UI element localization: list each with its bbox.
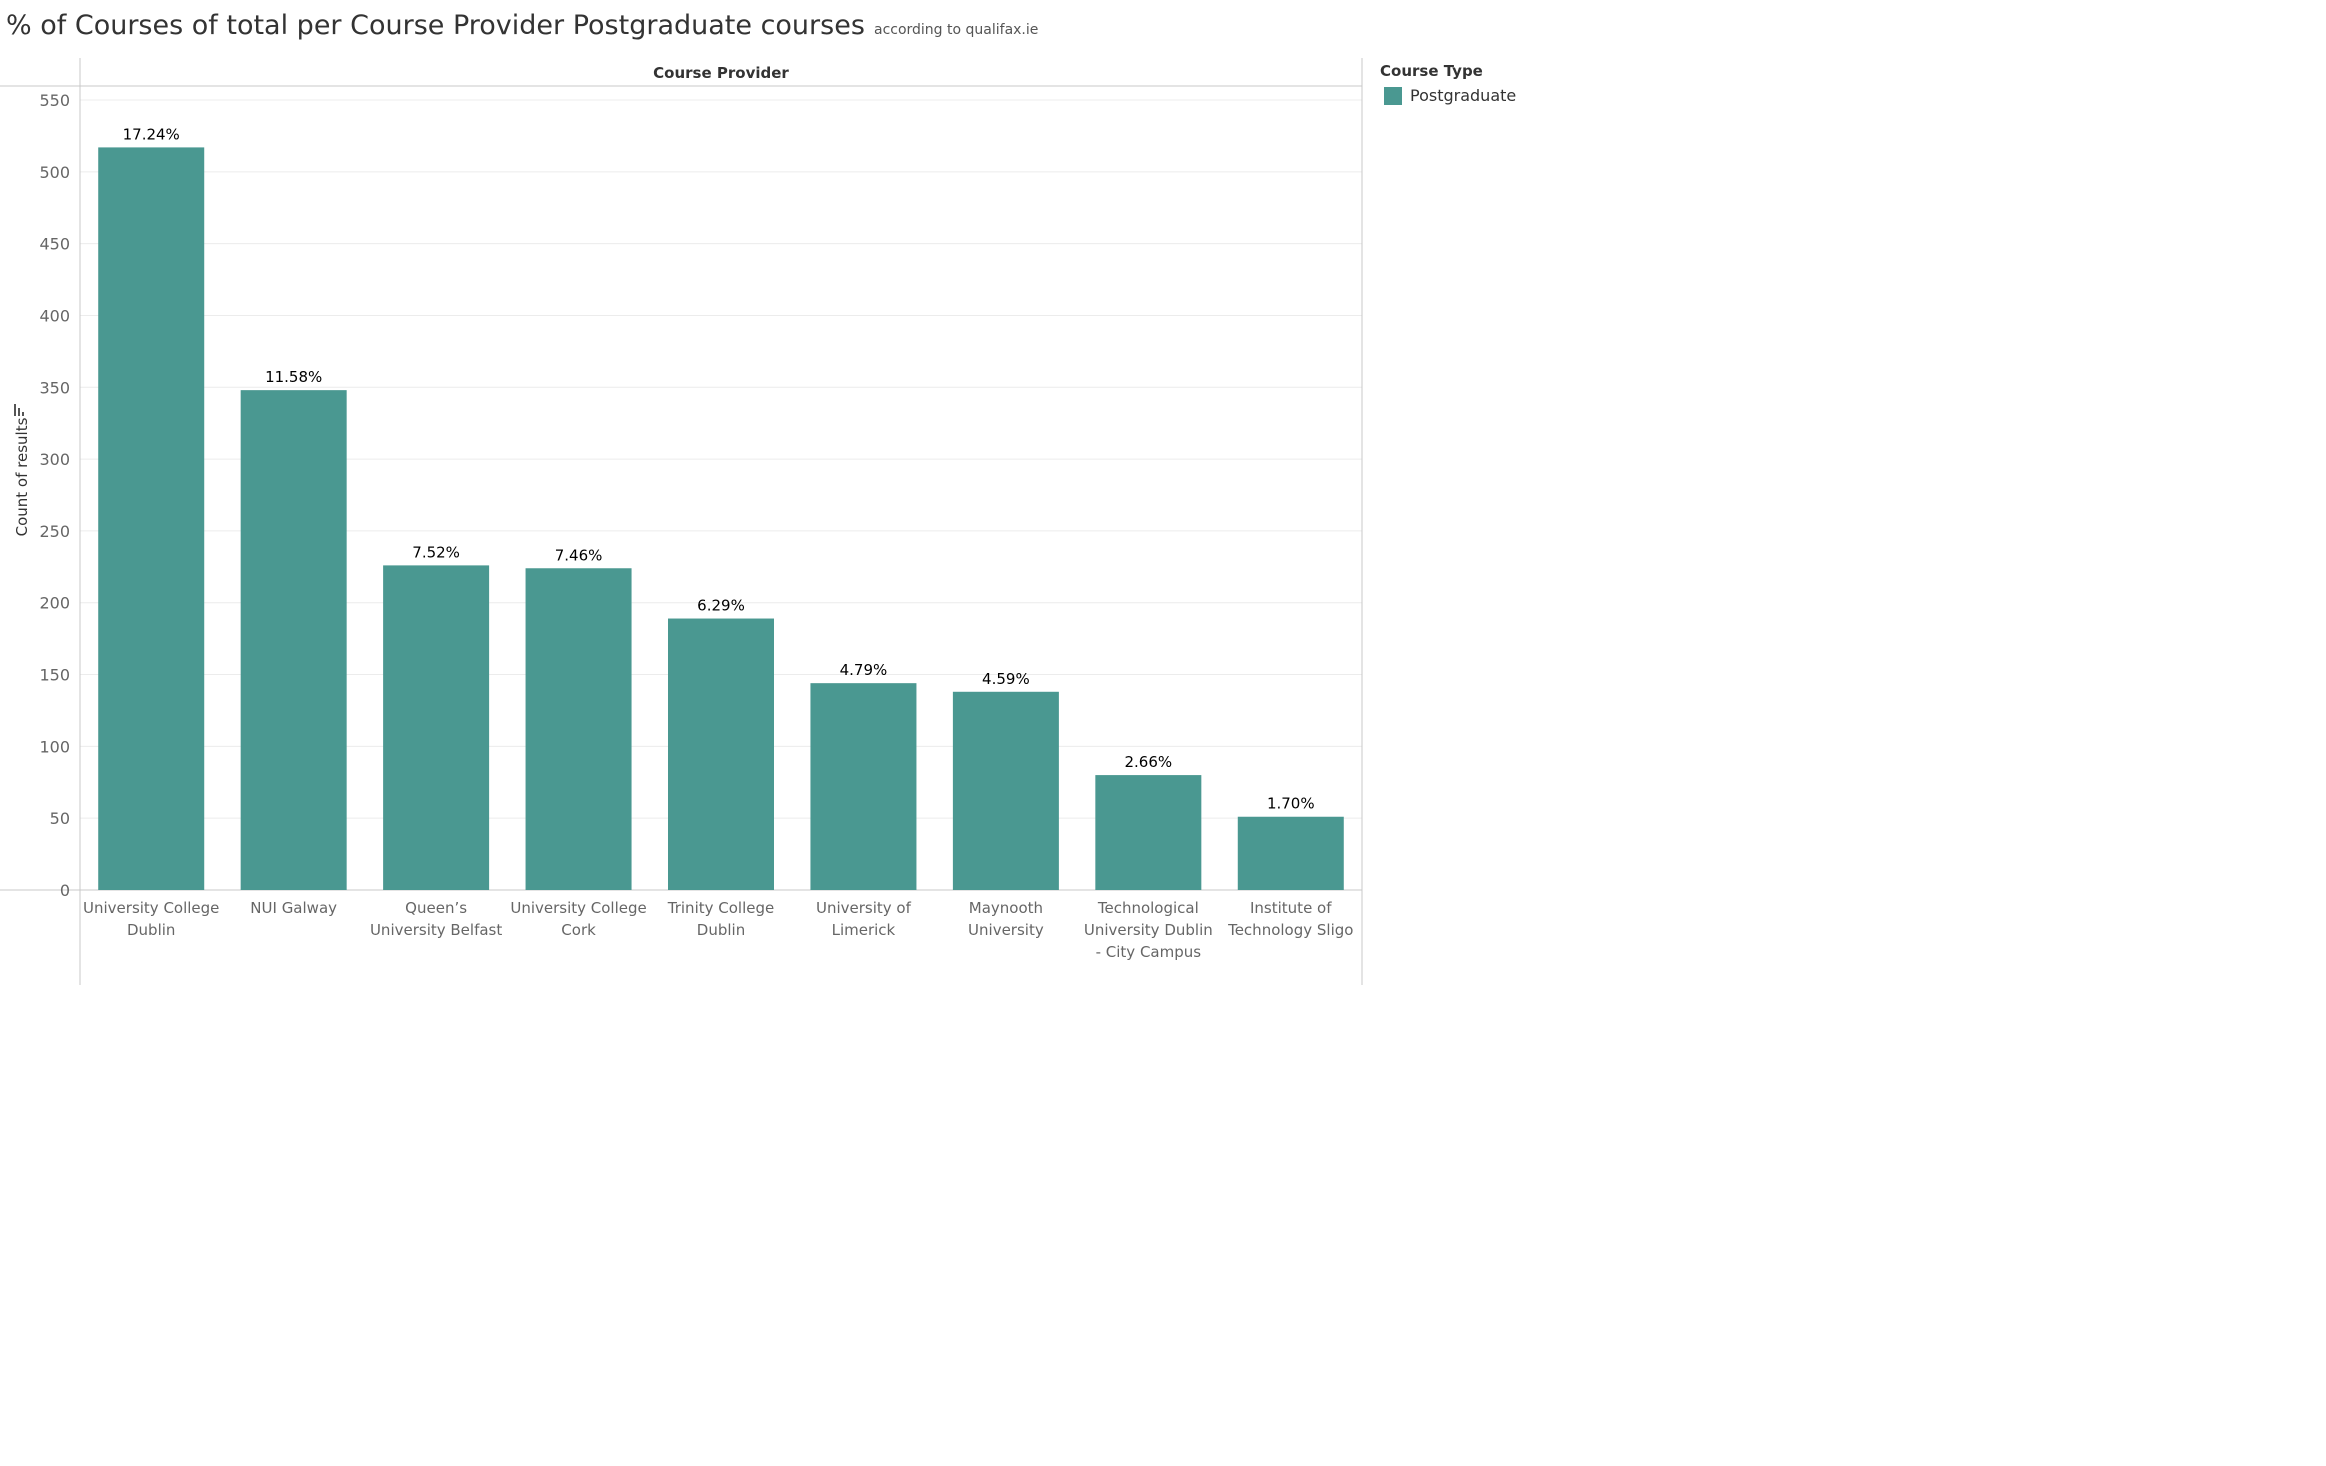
legend-item-postgraduate[interactable]: Postgraduate — [1380, 86, 1516, 105]
bar — [952, 691, 1059, 890]
x-tick-label: Dublin — [697, 921, 745, 939]
x-tick-label: - City Campus — [1096, 943, 1202, 961]
x-tick-label: Institute of — [1250, 899, 1332, 917]
y-tick-label: 400 — [39, 306, 70, 325]
x-tick-label: NUI Galway — [250, 899, 337, 917]
bar-data-label: 4.79% — [840, 661, 888, 679]
x-tick-label: Queen’s — [405, 899, 467, 917]
bar-data-label: 11.58% — [265, 368, 322, 386]
x-tick-label: Limerick — [832, 921, 896, 939]
bar-data-label: 7.46% — [555, 546, 603, 564]
bar — [668, 618, 774, 890]
bar-data-label: 4.59% — [982, 670, 1030, 688]
chart-title: % of Courses of total per Course Provide… — [6, 10, 865, 41]
bar-data-label: 17.24% — [123, 125, 180, 143]
y-tick-label: 250 — [39, 522, 70, 541]
x-tick-label: University Dublin — [1084, 921, 1213, 939]
x-tick-label: Technology Sligo — [1227, 921, 1353, 939]
y-tick-label: 200 — [39, 594, 70, 613]
y-tick-label: 0 — [60, 881, 70, 900]
column-header: Course Provider — [653, 64, 789, 82]
x-tick-label: University College — [510, 899, 646, 917]
legend-title: Course Type — [1380, 62, 1483, 80]
bar-data-label: 1.70% — [1267, 795, 1315, 813]
bar — [240, 390, 347, 890]
x-tick-label: Technological — [1097, 899, 1199, 917]
x-tick-label: University — [968, 921, 1044, 939]
bar-data-label: 6.29% — [697, 597, 745, 615]
sort-icon — [14, 404, 16, 416]
bar — [810, 683, 917, 890]
y-tick-label: 300 — [39, 450, 70, 469]
x-tick-label: Dublin — [127, 921, 175, 939]
bar-data-label: 2.66% — [1125, 753, 1173, 771]
x-tick-label: Trinity College — [667, 899, 774, 917]
bar — [1095, 775, 1202, 890]
bar — [1237, 816, 1344, 890]
y-tick-label: 50 — [50, 809, 70, 828]
x-tick-label: University of — [816, 899, 912, 917]
bar-chart: Course Provider 0 50 100 150 200 250 300 350 400 4… — [0, 58, 1363, 985]
y-axis-title: Count of results — [13, 417, 31, 536]
y-tick-label: 500 — [39, 163, 70, 182]
chart-title-block: % of Courses of total per Course Provide… — [6, 10, 1038, 41]
y-tick-label: 150 — [39, 666, 70, 685]
x-tick-label: University College — [83, 899, 219, 917]
bar — [525, 568, 632, 890]
x-tick-label: University Belfast — [370, 921, 502, 939]
sort-icon — [22, 412, 24, 416]
y-tick-label: 350 — [39, 378, 70, 397]
x-tick-label: Maynooth — [969, 899, 1043, 917]
bar — [98, 147, 205, 890]
sort-icon — [18, 408, 20, 416]
legend-label: Postgraduate — [1410, 86, 1517, 105]
y-tick-label: 100 — [39, 737, 70, 756]
bar-data-label: 7.52% — [412, 543, 460, 561]
y-tick-label: 450 — [39, 235, 70, 254]
bar — [383, 565, 490, 890]
chart-subtitle: according to qualifax.ie — [873, 22, 1039, 38]
legend[interactable]: Course Type Postgraduate — [1380, 62, 1516, 105]
y-tick-label: 550 — [39, 91, 70, 110]
x-tick-label: Cork — [561, 921, 596, 939]
legend-swatch — [1384, 86, 1402, 105]
